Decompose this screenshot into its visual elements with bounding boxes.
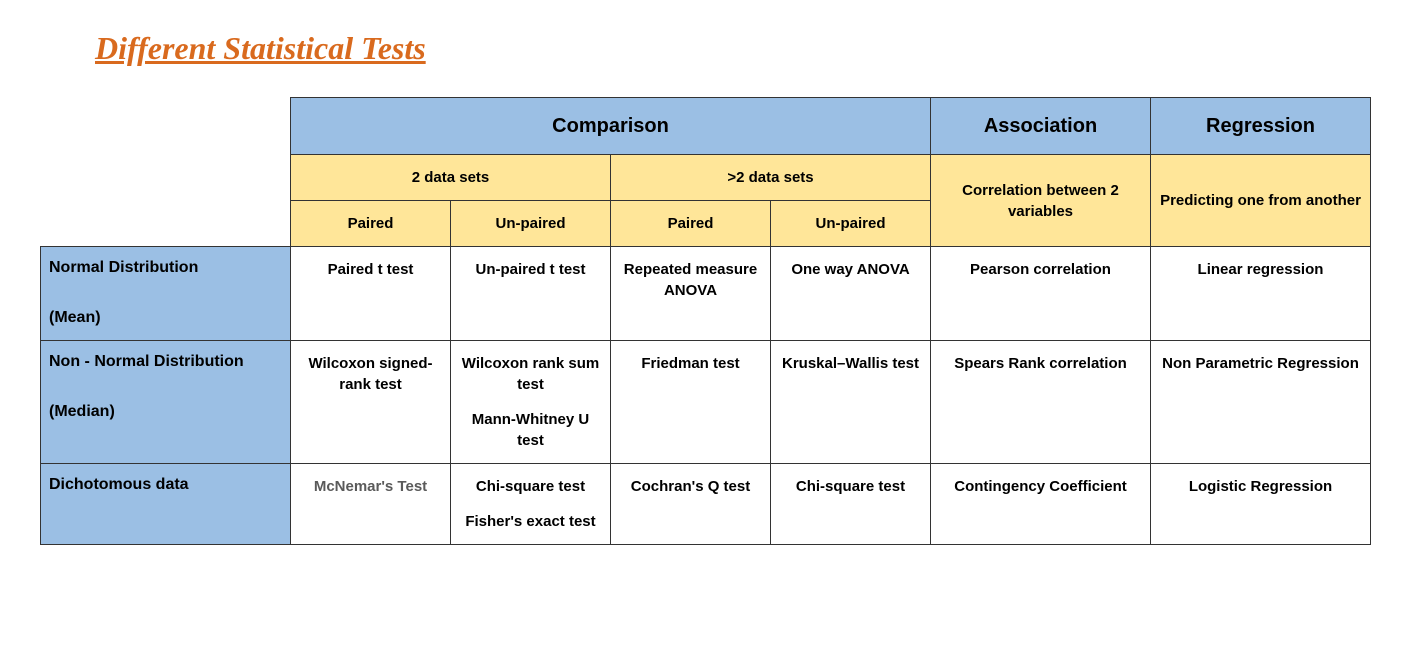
cell-text: Pearson correlation	[937, 259, 1144, 280]
cell-text: Cochran's Q test	[617, 476, 764, 497]
header-gt-two-sets: >2 data sets	[611, 155, 931, 201]
cell-text: Logistic Regression	[1157, 476, 1364, 497]
cell-text: Mann-Whitney U test	[457, 409, 604, 451]
row-label-main: Dichotomous data	[49, 474, 282, 496]
blank-corner	[41, 201, 291, 247]
header-association: Association	[931, 98, 1151, 155]
table-row: Non - Normal Distribution (Median) Wilcoxo…	[41, 340, 1371, 463]
table-cell: Spears Rank correlation	[931, 340, 1151, 463]
cell-text: Repeated measure ANOVA	[617, 259, 764, 301]
table-cell: Wilcoxon signed-rank test	[291, 340, 451, 463]
cell-text: Friedman test	[617, 353, 764, 374]
row-label: Non - Normal Distribution (Median)	[41, 340, 291, 463]
table-cell: Wilcoxon rank sum test Mann-Whitney U tes…	[451, 340, 611, 463]
stats-table: Comparison Association Regression 2 data…	[40, 97, 1371, 545]
blank-corner	[41, 98, 291, 155]
row-label-sub: (Median)	[49, 401, 282, 423]
cell-text: Contingency Coefficient	[937, 476, 1144, 497]
cell-text: One way ANOVA	[777, 259, 924, 280]
table-cell: Friedman test	[611, 340, 771, 463]
table-cell: Linear regression	[1151, 247, 1371, 341]
row-label-main: Non - Normal Distribution	[49, 351, 282, 373]
cell-text: McNemar's Test	[297, 476, 444, 497]
table-cell: Cochran's Q test	[611, 463, 771, 544]
table-cell: Un-paired t test	[451, 247, 611, 341]
header-paired-1: Paired	[291, 201, 451, 247]
table-cell: Repeated measure ANOVA	[611, 247, 771, 341]
table-cell: One way ANOVA	[771, 247, 931, 341]
header-unpaired-2: Un-paired	[771, 201, 931, 247]
table-cell: Kruskal–Wallis test	[771, 340, 931, 463]
table-cell: Non Parametric Regression	[1151, 340, 1371, 463]
header-row-1: Comparison Association Regression	[41, 98, 1371, 155]
cell-text: Kruskal–Wallis test	[777, 353, 924, 374]
header-paired-2: Paired	[611, 201, 771, 247]
row-label: Normal Distribution (Mean)	[41, 247, 291, 341]
header-row-2: 2 data sets >2 data sets Correlation bet…	[41, 155, 1371, 201]
row-label: Dichotomous data	[41, 463, 291, 544]
cell-text: Non Parametric Regression	[1157, 353, 1364, 374]
cell-text: Wilcoxon signed-rank test	[297, 353, 444, 395]
header-comparison: Comparison	[291, 98, 931, 155]
header-regression: Regression	[1151, 98, 1371, 155]
table-cell: McNemar's Test	[291, 463, 451, 544]
cell-text: Spears Rank correlation	[937, 353, 1144, 374]
cell-text: Chi-square test	[457, 476, 604, 497]
cell-text: Chi-square test	[777, 476, 924, 497]
table-row: Dichotomous data McNemar's Test Chi-square…	[41, 463, 1371, 544]
row-label-sub: (Mean)	[49, 307, 282, 329]
cell-text: Fisher's exact test	[457, 511, 604, 532]
header-corr-desc: Correlation between 2 variables	[931, 155, 1151, 247]
page-title: Different Statistical Tests	[95, 30, 1382, 67]
table-cell: Logistic Regression	[1151, 463, 1371, 544]
table-cell: Paired t test	[291, 247, 451, 341]
table-cell: Chi-square test Fisher's exact test	[451, 463, 611, 544]
row-label-main: Normal Distribution	[49, 257, 282, 279]
cell-text: Paired t test	[297, 259, 444, 280]
table-cell: Chi-square test	[771, 463, 931, 544]
table-row: Normal Distribution (Mean) Paired t test Un…	[41, 247, 1371, 341]
header-pred-desc: Predicting one from another	[1151, 155, 1371, 247]
cell-text: Un-paired t test	[457, 259, 604, 280]
blank-corner	[41, 155, 291, 201]
table-cell: Pearson correlation	[931, 247, 1151, 341]
header-unpaired-1: Un-paired	[451, 201, 611, 247]
cell-text: Linear regression	[1157, 259, 1364, 280]
cell-text: Wilcoxon rank sum test	[457, 353, 604, 395]
header-two-sets: 2 data sets	[291, 155, 611, 201]
table-cell: Contingency Coefficient	[931, 463, 1151, 544]
